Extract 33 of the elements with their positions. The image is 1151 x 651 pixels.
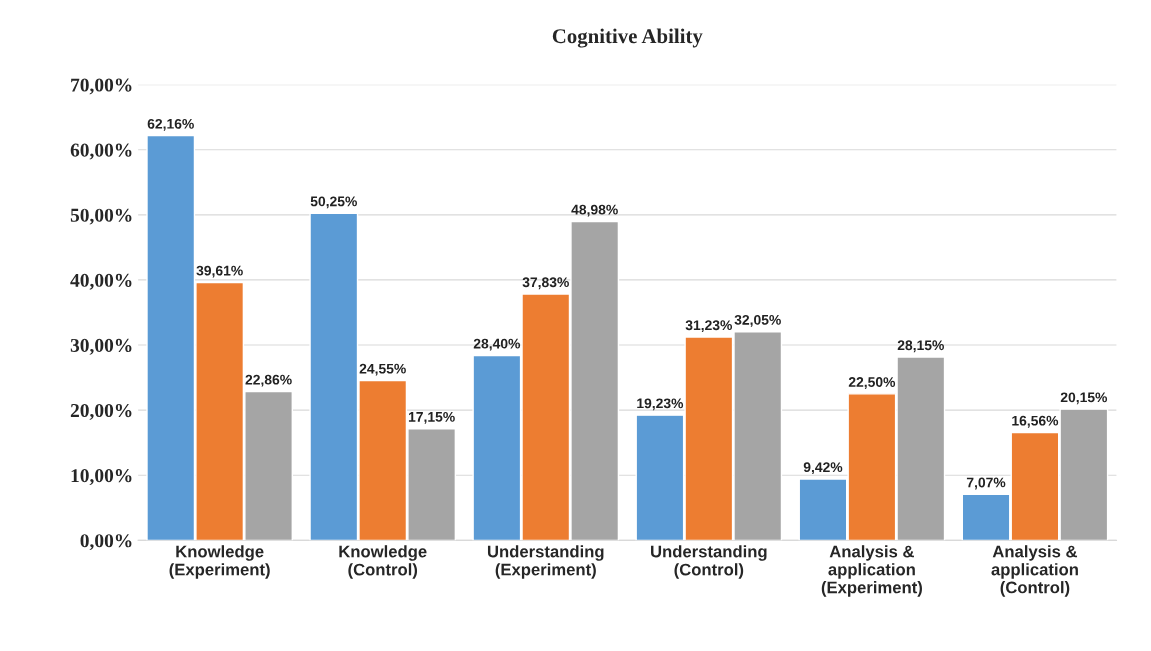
x-tick-label: Knowledge (Experiment) <box>169 545 270 579</box>
y-tick-label: 20,00% <box>70 403 132 420</box>
data-label: 32,05% <box>734 314 781 327</box>
y-tick-label: 0,00% <box>80 534 132 551</box>
data-label: 28,40% <box>473 338 521 351</box>
data-label: 16,56% <box>1012 415 1059 428</box>
x-tick-label: Analysis & application (Control) <box>991 545 1078 597</box>
data-label: 28,15% <box>897 340 944 353</box>
y-tick-label: 50,00% <box>70 208 132 225</box>
y-tick-label: 70,00% <box>71 78 132 95</box>
data-label: 62,16% <box>147 118 194 131</box>
data-label: 7,07% <box>966 477 1006 490</box>
x-tick-label: Knowledge (Control) <box>339 545 427 579</box>
data-label: 22,86% <box>245 374 292 387</box>
data-label: 39,61% <box>196 265 243 278</box>
data-label: 50,25% <box>310 196 357 209</box>
data-label: 19,23% <box>637 398 684 411</box>
data-label: 31,23% <box>685 320 733 333</box>
x-tick-label: Understanding (Control) <box>651 545 767 579</box>
x-tick-label: Analysis & application (Experiment) <box>821 545 922 597</box>
data-label: 9,42% <box>803 462 843 475</box>
y-tick-label: 30,00% <box>70 338 132 355</box>
data-label: 24,55% <box>359 363 406 376</box>
y-tick-label: 40,00% <box>70 273 132 290</box>
chart-title: Cognitive Ability <box>552 28 703 48</box>
data-label: 37,83% <box>522 277 569 290</box>
x-tick-label: Understanding (Experiment) <box>487 545 604 579</box>
data-label: 48,98% <box>571 204 618 217</box>
y-tick-label: 10,00% <box>71 469 132 485</box>
y-tick-label: 60,00% <box>70 143 132 160</box>
data-label: 17,15% <box>408 411 455 424</box>
data-label: 20,15% <box>1060 392 1108 405</box>
data-label: 22,50% <box>848 377 896 389</box>
